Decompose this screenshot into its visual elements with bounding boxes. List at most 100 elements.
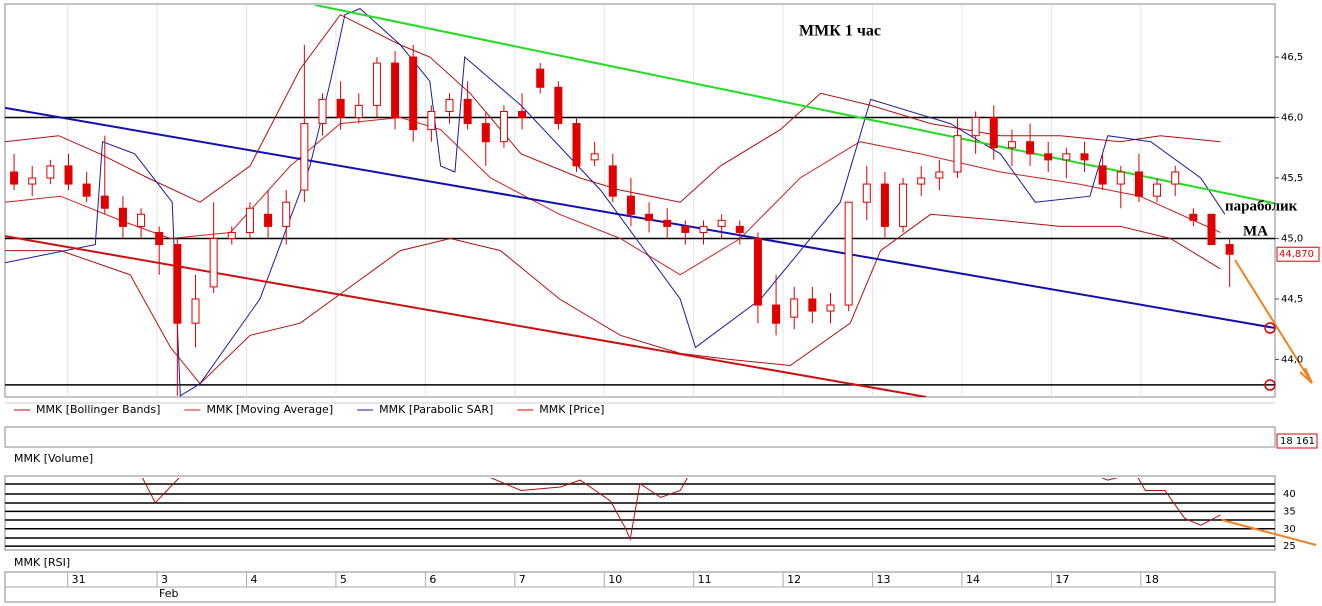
x-tick-label: 12 — [787, 573, 801, 586]
candle-body — [1171, 171, 1180, 185]
legend-label: MMK [Parabolic SAR] — [379, 403, 493, 416]
x-tick-label: 3 — [161, 573, 168, 586]
candle-body — [717, 219, 726, 227]
candle-body — [536, 68, 545, 88]
marker-circle — [1264, 322, 1276, 334]
indicator-line — [5, 8, 1226, 397]
x-tick-label: 17 — [1055, 573, 1069, 586]
candle-body — [572, 123, 581, 167]
candle-body — [917, 177, 926, 185]
candle-body — [336, 98, 345, 119]
candle-body — [28, 177, 37, 185]
volume-label: 18 161 — [1280, 436, 1315, 447]
rsi-plot — [5, 478, 1275, 547]
chart-title: ММК 1 час — [799, 23, 881, 40]
candle-body — [318, 98, 327, 125]
candle-body — [300, 123, 309, 191]
price-label: 44,870 — [1279, 249, 1314, 260]
month-label: Feb — [159, 587, 178, 600]
candle-body — [772, 304, 781, 324]
legend-label: MMK [Moving Average] — [206, 403, 333, 416]
rsi-pane — [4, 475, 1276, 551]
candle-body — [209, 238, 218, 288]
candle-body — [935, 171, 944, 179]
candle-body — [1134, 171, 1143, 197]
candle-body — [1044, 153, 1053, 161]
candle-body — [899, 183, 908, 227]
candle-body — [264, 213, 273, 227]
candle-body — [1098, 165, 1107, 185]
overlay: ММК 1 час параболик MA 18 161 MMK [Volum… — [5, 23, 1320, 600]
indicator-line — [5, 213, 1221, 385]
candle-body — [1116, 171, 1125, 185]
x-tick-label: 13 — [877, 573, 891, 586]
indicator-line — [5, 14, 1221, 203]
main-plot — [5, 5, 1275, 397]
candle-body — [790, 298, 799, 318]
marker-circle — [1264, 379, 1276, 391]
candle-body — [173, 244, 182, 324]
legend-label: MMK [Bollinger Bands] — [36, 403, 160, 416]
indicator-line — [5, 116, 1221, 276]
x-tick-label: 4 — [250, 573, 257, 586]
candle-body — [445, 98, 454, 112]
pane-title: MMK [Volume] — [14, 452, 93, 465]
candle-body — [645, 213, 654, 221]
candle-body — [590, 153, 599, 161]
y-tick-label: 40 — [1283, 489, 1296, 500]
candle-body — [481, 123, 490, 143]
candle-body — [372, 62, 381, 106]
candle-body — [427, 110, 436, 131]
x-tick-label: 7 — [519, 573, 526, 586]
x-tick-label: 6 — [429, 573, 436, 586]
candle-body — [1207, 213, 1216, 246]
candle-body — [1225, 244, 1234, 255]
candle-body — [681, 225, 690, 233]
y-tick-label: 30 — [1283, 524, 1296, 535]
x-tick-label: 11 — [698, 573, 712, 586]
trend-line — [315, 5, 1275, 205]
candle-body — [118, 207, 127, 227]
candle-body — [137, 213, 146, 227]
x-tick-label: 14 — [966, 573, 980, 586]
candle-body — [663, 219, 672, 227]
candle-body — [626, 195, 635, 215]
annotation: MA — [1243, 223, 1268, 239]
volume-pane — [4, 426, 1276, 448]
y-tick-label: 46,5 — [1281, 52, 1303, 63]
candle-body — [100, 195, 109, 209]
y-tick-label: 46,0 — [1281, 113, 1303, 124]
candle-body — [391, 62, 400, 119]
candle-body — [826, 304, 835, 312]
candle-body — [245, 207, 254, 233]
x-tick-label: 10 — [608, 573, 622, 586]
candle-body — [354, 104, 363, 119]
rsi-line — [141, 478, 1221, 541]
pane-title: MMK [RSI] — [14, 556, 70, 569]
candle-body — [10, 171, 19, 185]
candle-body — [953, 135, 962, 173]
candle-body — [191, 298, 200, 324]
price-label-box — [1276, 246, 1320, 262]
candle-body — [880, 183, 889, 227]
arrow — [1221, 519, 1317, 546]
candle-body — [499, 110, 508, 143]
candle-body — [46, 165, 55, 179]
candle-body — [64, 165, 73, 185]
candle-body — [753, 238, 762, 306]
candle-body — [554, 86, 563, 125]
legend-label: MMK [Price] — [539, 403, 604, 416]
y-tick-label: 45,5 — [1281, 173, 1303, 184]
candle-body — [282, 201, 291, 227]
candle-body — [463, 98, 472, 125]
y-tick-label: 25 — [1283, 541, 1296, 552]
candle-body — [409, 56, 418, 131]
candle-body — [608, 165, 617, 197]
candle-body — [971, 117, 980, 137]
candle-body — [518, 110, 527, 119]
candle-body — [862, 183, 871, 203]
candle-body — [1062, 153, 1071, 161]
candle-body — [1189, 213, 1198, 221]
